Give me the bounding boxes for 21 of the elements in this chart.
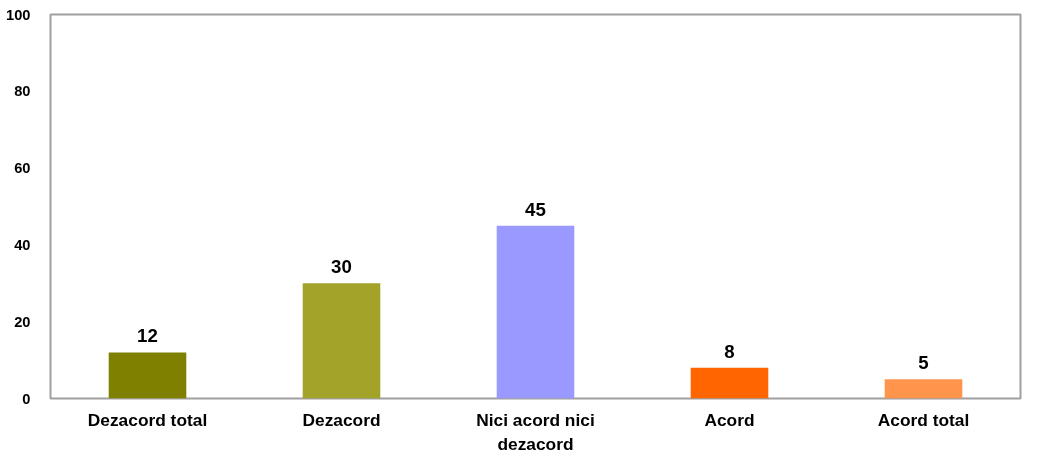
y-tick-label: 60 — [14, 160, 31, 177]
bar — [108, 352, 187, 399]
data-label: 8 — [724, 340, 735, 362]
y-tick-label: 80 — [14, 83, 31, 100]
bar — [302, 283, 381, 399]
x-tick-label: Dezacord total — [87, 409, 208, 430]
data-label: 45 — [525, 198, 546, 220]
x-tick-label: Acord — [704, 409, 755, 430]
data-label: 30 — [331, 256, 352, 278]
y-tick-label: 100 — [6, 6, 31, 23]
y-tick-label: 40 — [14, 236, 31, 253]
y-tick-label: 0 — [22, 390, 31, 407]
data-label: 12 — [137, 325, 158, 347]
bar — [496, 225, 575, 399]
x-tick-label: Nici acord nici dezacord — [476, 409, 595, 454]
bar — [884, 379, 963, 399]
bar — [690, 367, 769, 399]
x-tick-label: Dezacord — [302, 409, 381, 430]
data-label: 5 — [918, 352, 929, 374]
x-tick-label: Acord total — [877, 409, 970, 430]
y-tick-label: 20 — [14, 313, 31, 330]
